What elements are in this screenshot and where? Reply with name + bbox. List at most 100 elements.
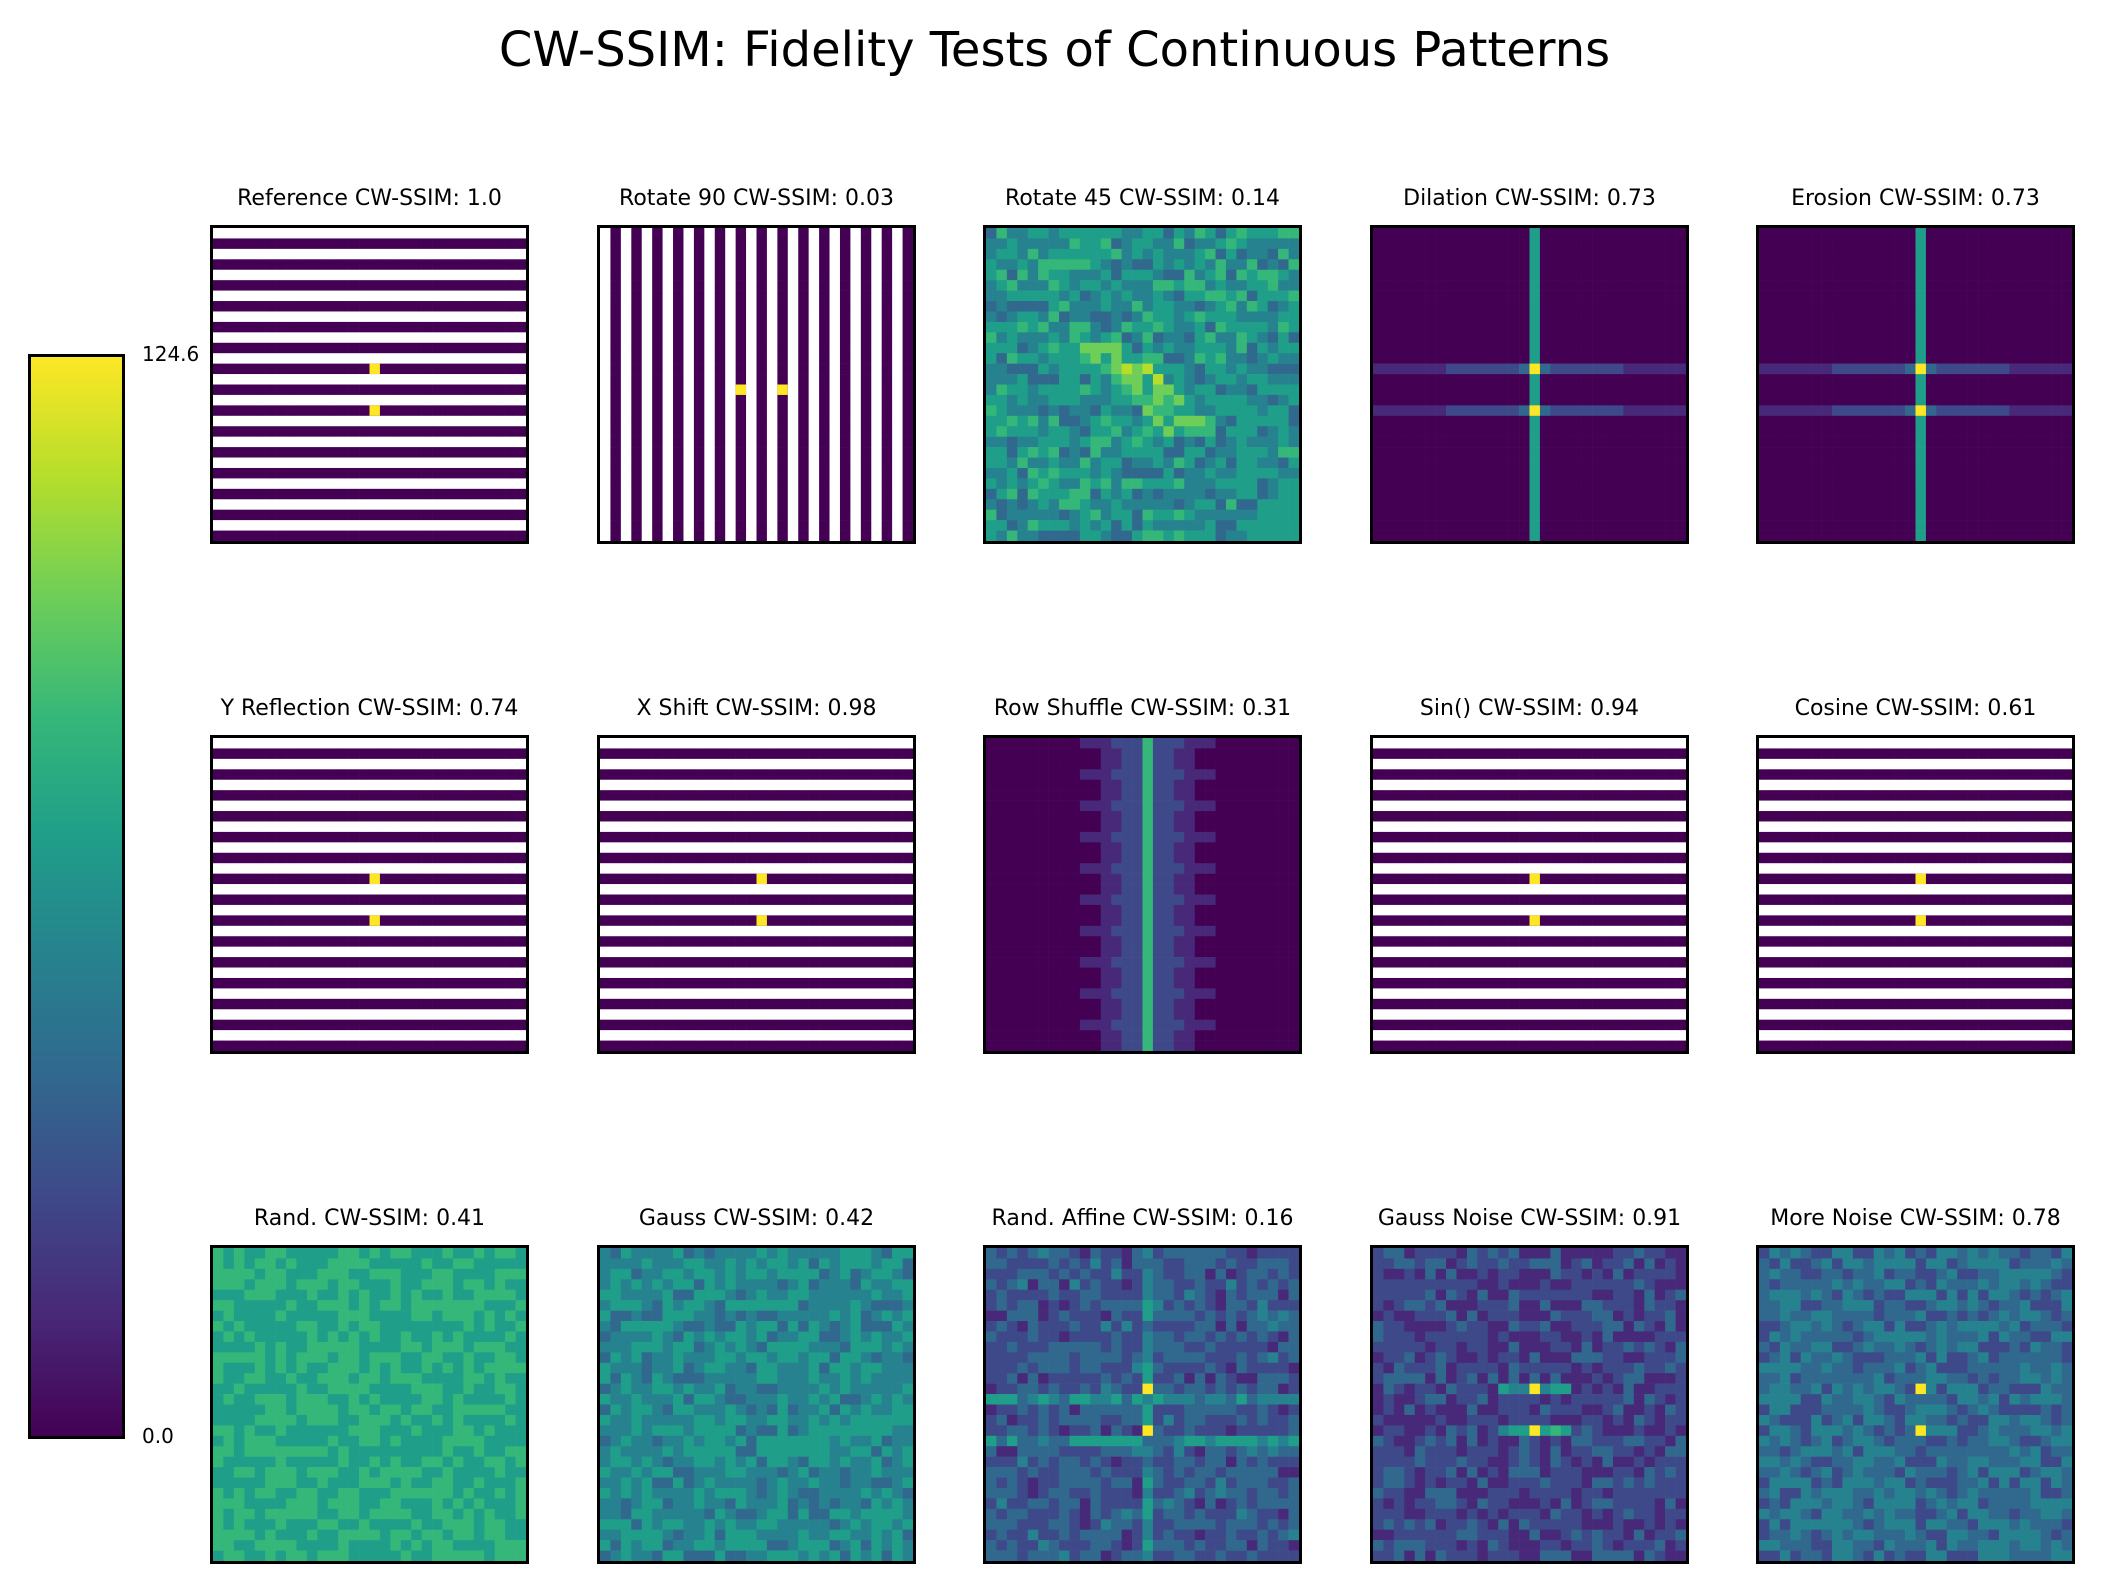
- heatmap-cell: [1592, 394, 1603, 406]
- heatmap-cell: [421, 873, 433, 885]
- heatmap-cell: [746, 530, 757, 541]
- heatmap-cell: [233, 426, 245, 437]
- heatmap-cell: [1832, 301, 1843, 312]
- heatmap-cell: [390, 478, 402, 490]
- heatmap-cell: [1487, 342, 1499, 354]
- heatmap-cell: [379, 520, 391, 531]
- heatmap-cell: [1393, 426, 1405, 437]
- heatmap-cell: [1142, 353, 1154, 364]
- heatmap-cell: [673, 426, 684, 437]
- heatmap-cell: [850, 426, 862, 437]
- heatmap-cell: [1090, 457, 1102, 469]
- heatmap-cell: [1946, 301, 1958, 312]
- heatmap-cell: [1267, 405, 1279, 417]
- heatmap-cell: [1769, 363, 1781, 375]
- heatmap-cell: [265, 332, 276, 344]
- heatmap-cell: [683, 426, 695, 437]
- heatmap-cell: [1592, 467, 1603, 479]
- heatmap-cell: [213, 447, 224, 458]
- heatmap-cell: [714, 228, 726, 239]
- heatmap-cell: [1654, 238, 1666, 250]
- heatmap-cell: [390, 811, 402, 822]
- heatmap-cell: [1821, 332, 1833, 344]
- heatmap-cell: [1759, 342, 1770, 354]
- heatmap-cell: [379, 499, 391, 510]
- heatmap-cell: [286, 748, 297, 760]
- heatmap-cell: [1842, 467, 1854, 479]
- heatmap-cell: [223, 800, 235, 812]
- heatmap-cell: [1581, 280, 1593, 291]
- heatmap-cell: [1059, 478, 1070, 490]
- heatmap-cell: [704, 520, 716, 531]
- heatmap-cell: [1215, 238, 1227, 250]
- heatmap-cell: [1612, 259, 1624, 271]
- heatmap-cell: [839, 269, 851, 281]
- heatmap-cell: [223, 436, 235, 448]
- heatmap-cell: [442, 530, 454, 541]
- heatmap-cell: [652, 478, 663, 490]
- heatmap-cell: [1863, 394, 1875, 406]
- heatmap-cell: [1790, 436, 1802, 448]
- heatmap-cell: [1100, 457, 1112, 469]
- heatmap-cell: [1978, 436, 1989, 448]
- heatmap-cell: [600, 311, 611, 323]
- heatmap-cell: [1654, 342, 1666, 354]
- heatmap-cell: [1925, 405, 1937, 417]
- heatmap-cell: [819, 248, 830, 260]
- heatmap-cell: [432, 415, 443, 427]
- heatmap-cell: [1205, 269, 1216, 281]
- heatmap-cell: [452, 738, 464, 749]
- heatmap-cell: [338, 520, 349, 531]
- heatmap-cell: [327, 426, 339, 437]
- heatmap-cell: [1142, 363, 1154, 375]
- heatmap-cell: [1059, 374, 1070, 385]
- heatmap-cell: [432, 290, 443, 302]
- heatmap-cell: [1863, 311, 1875, 323]
- heatmap-cell: [1529, 259, 1541, 271]
- heatmap-cell: [213, 509, 224, 521]
- heatmap-cell: [1873, 436, 1885, 448]
- heatmap-cell: [766, 353, 778, 364]
- heatmap-cell: [296, 436, 308, 448]
- heatmap-cell: [1404, 290, 1416, 302]
- heatmap-cell: [2030, 457, 2041, 469]
- heatmap-cell: [1905, 290, 1916, 302]
- heatmap-cell: [1852, 301, 1864, 312]
- heatmap-cell: [1873, 467, 1885, 479]
- heatmap-cell: [1414, 405, 1426, 417]
- heatmap-cell: [1998, 436, 2010, 448]
- heatmap-cell: [1633, 342, 1645, 354]
- heatmap-cell: [1790, 405, 1802, 417]
- heatmap-cell: [1873, 321, 1885, 333]
- heatmap-cell: [213, 467, 224, 479]
- heatmap-cell: [1915, 332, 1927, 344]
- heatmap-cell: [683, 405, 695, 417]
- heatmap-cell: [777, 363, 789, 375]
- heatmap-cell: [725, 301, 736, 312]
- heatmap-cell: [2061, 478, 2072, 490]
- heatmap-cell: [505, 509, 516, 521]
- heatmap-cell: [1978, 467, 1989, 479]
- heatmap-cell: [839, 447, 851, 458]
- heatmap-cell: [1957, 342, 1968, 354]
- heatmap-cell: [1132, 499, 1143, 510]
- heatmap-cell: [484, 509, 495, 521]
- heatmap-cell: [1675, 426, 1686, 437]
- heatmap-cell: [1978, 415, 1989, 427]
- heatmap-cell: [631, 301, 643, 312]
- heatmap-cell: [787, 342, 799, 354]
- heatmap-cell: [641, 342, 653, 354]
- heatmap-cell: [996, 290, 1008, 302]
- heatmap-cell: [1957, 478, 1968, 490]
- heatmap-cell: [673, 332, 684, 344]
- heatmap-cell: [1236, 321, 1248, 333]
- heatmap-cell: [1446, 321, 1457, 333]
- heatmap-cell: [254, 280, 266, 291]
- heatmap-cell: [1121, 363, 1133, 375]
- heatmap-cell: [1602, 301, 1614, 312]
- heatmap-cell: [1373, 520, 1384, 531]
- heatmap-cell: [1779, 363, 1791, 375]
- heatmap-cell: [1571, 259, 1582, 271]
- heatmap-cell: [1811, 228, 1822, 239]
- heatmap-cell: [2040, 436, 2052, 448]
